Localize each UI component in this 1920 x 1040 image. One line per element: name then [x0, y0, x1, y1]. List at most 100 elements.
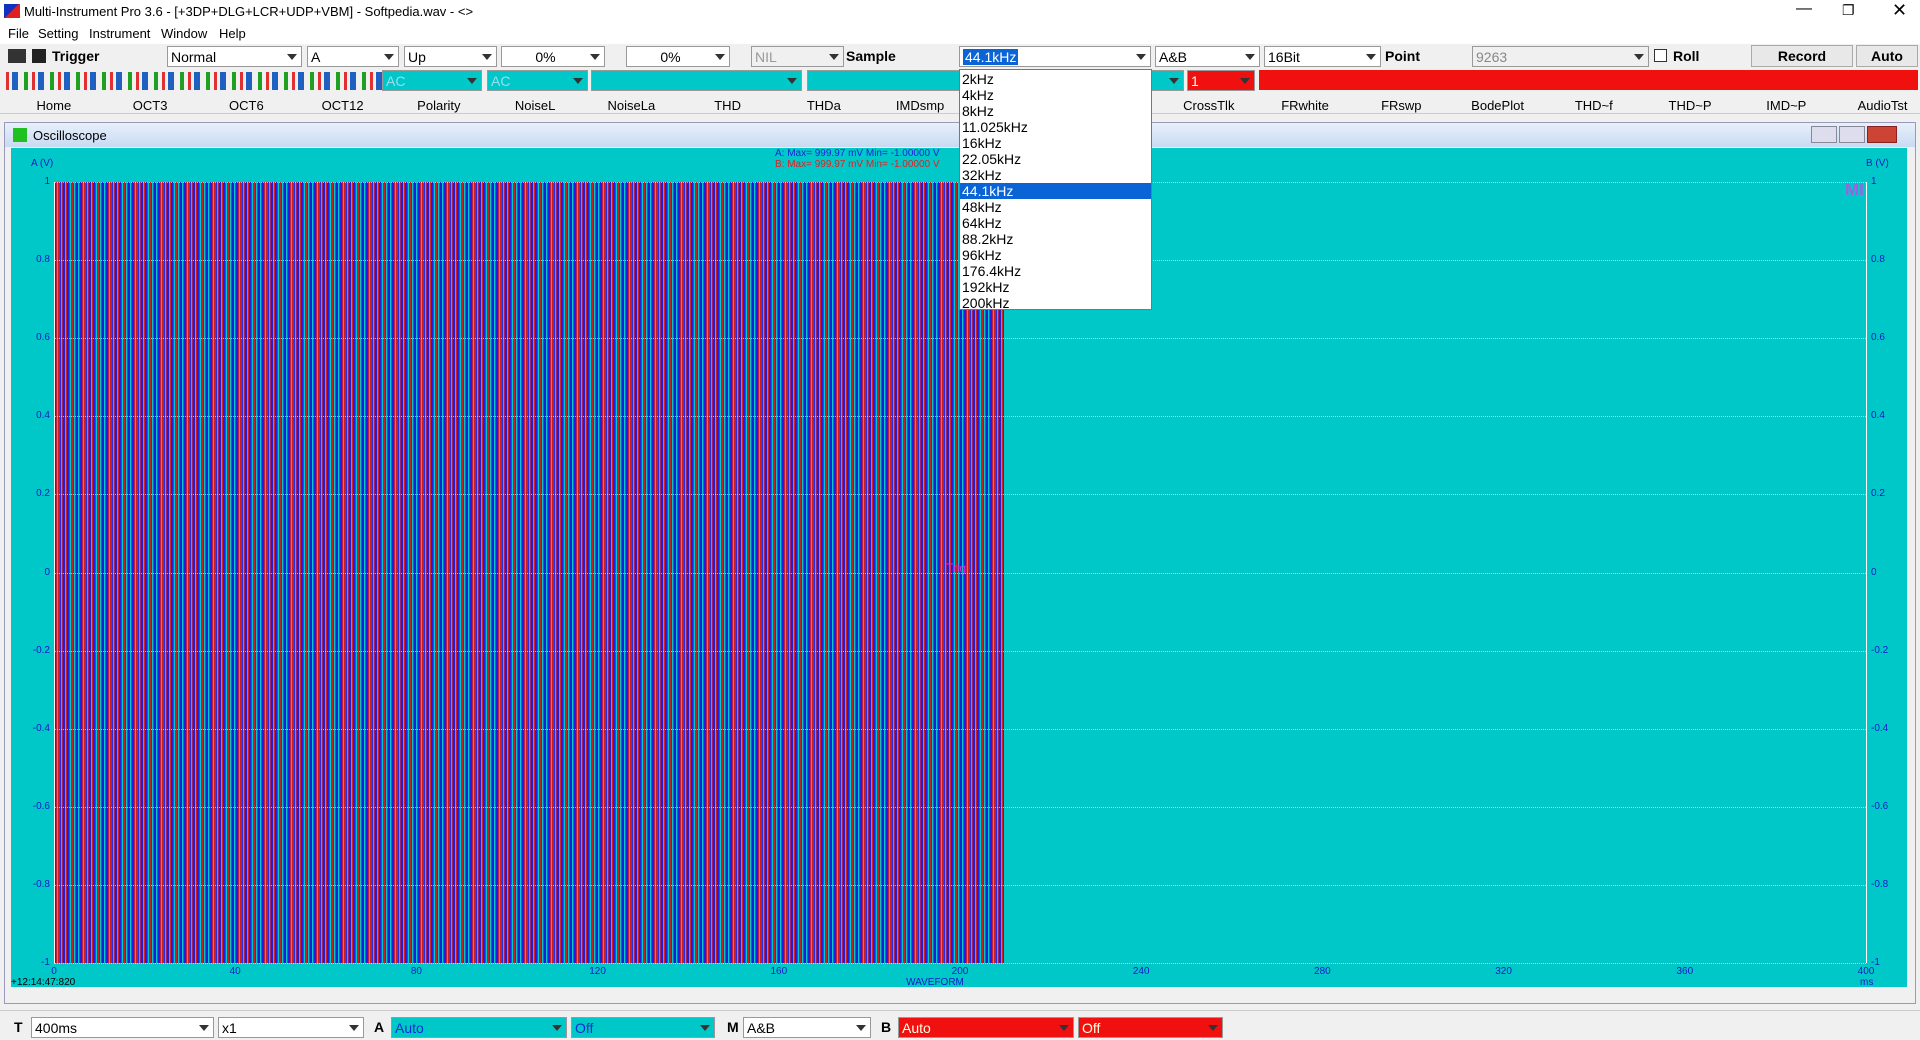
tab[interactable]: THDa: [806, 98, 841, 113]
osc-title: Oscilloscope: [33, 128, 107, 143]
y-tick-label-right: -0.6: [1871, 800, 1889, 812]
y-tick-label: 0.8: [36, 254, 50, 266]
tab[interactable]: FRwhite: [1281, 98, 1329, 113]
record-button[interactable]: Record: [1751, 45, 1853, 67]
trigger-edge[interactable]: Up: [404, 46, 497, 67]
tab[interactable]: IMD~P: [1766, 98, 1807, 113]
tab[interactable]: OCT3: [132, 98, 168, 113]
timebase-label: T: [14, 1019, 23, 1035]
tabs: Home OCT3 OCT6 OCT12 Polarity NoiseL NoiseLa TH…: [9, 98, 1920, 113]
dropdown-option[interactable]: 176.4kHz: [962, 263, 1022, 279]
dropdown-option[interactable]: 32kHz: [962, 167, 1002, 183]
teal-select[interactable]: [591, 70, 802, 91]
osc-close[interactable]: [1867, 126, 1897, 143]
dropdown-option[interactable]: 96kHz: [962, 247, 1002, 263]
tab[interactable]: NoiseLa: [607, 98, 656, 113]
y-tick-label: -1: [41, 957, 50, 968]
nil-select[interactable]: NIL: [751, 46, 844, 67]
channel-mode[interactable]: A&B: [1155, 46, 1260, 67]
save-icon[interactable]: [32, 49, 46, 63]
tab[interactable]: AudioTst: [1857, 98, 1908, 113]
y-tick-label-right: 0: [1871, 566, 1877, 578]
zoom[interactable]: x1: [218, 1017, 364, 1038]
dropdown-option[interactable]: 4kHz: [962, 87, 994, 103]
dropdown-option[interactable]: 192kHz: [962, 279, 1010, 295]
close[interactable]: ✕: [1892, 0, 1908, 20]
y-axis-label-a: A (V): [31, 158, 54, 169]
y-tick-label: -0.2: [32, 644, 50, 656]
grid-line: [54, 416, 1866, 418]
menu-item[interactable]: Window: [161, 26, 208, 41]
osc-maximize[interactable]: [1839, 126, 1865, 143]
menu-item[interactable]: File: [8, 26, 29, 41]
sample-rate-dropdown: 2kHz 4kHz 8kHz 11.025kHz 16kHz 22.05kHz 32kHz 4…: [959, 69, 1152, 311]
tab[interactable]: THD~P: [1668, 98, 1712, 113]
point-label: Point: [1385, 48, 1420, 64]
tab[interactable]: THD~f: [1574, 98, 1613, 113]
trigger-level[interactable]: 0%: [501, 46, 605, 67]
dropdown-option[interactable]: 48kHz: [962, 199, 1002, 215]
dropdown-option[interactable]: 8kHz: [962, 103, 994, 119]
dropdown-option[interactable]: 2kHz: [962, 71, 994, 87]
dropdown-option[interactable]: 88.2kHz: [962, 231, 1014, 247]
bit-depth[interactable]: 16Bit: [1264, 46, 1381, 67]
x-tick-label: 0: [51, 966, 57, 977]
tab[interactable]: IMDsmp: [895, 98, 945, 113]
y-tick-label-right: -0.4: [1871, 722, 1889, 734]
x-tick-label: 280: [1314, 966, 1331, 977]
sample-rate[interactable]: 44.1kHz: [959, 46, 1151, 67]
a-off[interactable]: Off: [571, 1017, 715, 1038]
menu-item[interactable]: Setting: [38, 26, 79, 41]
restore[interactable]: ❐: [1842, 2, 1855, 18]
a-range[interactable]: Auto: [391, 1017, 567, 1038]
coupling-a[interactable]: AC: [382, 70, 482, 91]
tab[interactable]: NoiseL: [514, 98, 556, 113]
menu-item[interactable]: Help: [219, 26, 246, 41]
tab[interactable]: THD: [714, 98, 741, 113]
b-label: B: [881, 1019, 892, 1035]
b-off[interactable]: Off: [1078, 1017, 1223, 1038]
osc-icon: [13, 128, 27, 142]
tab[interactable]: Polarity: [417, 98, 461, 113]
trigger-mode[interactable]: Normal: [167, 46, 302, 67]
x-tick-label: 240: [1132, 966, 1150, 977]
dropdown-option[interactable]: 64kHz: [962, 215, 1002, 231]
trigger-channel[interactable]: A: [307, 46, 399, 67]
count-select[interactable]: 1: [1187, 70, 1255, 91]
timebase[interactable]: 400ms: [31, 1017, 214, 1038]
a-label: A: [374, 1019, 385, 1035]
tab[interactable]: Home: [36, 98, 72, 113]
tab[interactable]: BodePlot: [1471, 98, 1524, 113]
auto-button[interactable]: Auto: [1856, 45, 1918, 67]
dropdown-option[interactable]: 11.025kHz: [962, 119, 1028, 135]
minimize[interactable]: —: [1796, 0, 1812, 17]
tab[interactable]: OCT12: [321, 98, 364, 113]
dropdown-option[interactable]: 22.05kHz: [962, 151, 1022, 167]
x-tick-label: 160: [770, 966, 788, 977]
tab[interactable]: FRswp: [1381, 98, 1422, 113]
m-mode[interactable]: A&B: [743, 1017, 871, 1038]
timestamp: +12:14:47:820: [11, 977, 76, 988]
x-tick-label: 80: [410, 966, 422, 977]
b-range[interactable]: Auto: [898, 1017, 1074, 1038]
y-tick-label-right: 0.2: [1871, 488, 1885, 500]
coupling-b[interactable]: AC: [487, 70, 588, 91]
points[interactable]: 9263: [1472, 46, 1649, 67]
tab[interactable]: CrossTlk: [1183, 98, 1235, 113]
osc-minimize[interactable]: [1811, 126, 1837, 143]
y-tick-label-right: 0.6: [1871, 332, 1885, 344]
tab[interactable]: OCT6: [229, 98, 264, 113]
grid-line: [54, 494, 1866, 496]
dropdown-option[interactable]: 16kHz: [962, 135, 1002, 151]
stats-b: B: Max= 999.97 mV Min= -1.00000 V: [775, 159, 940, 170]
dropdown-option[interactable]: 44.1kHz: [960, 183, 1151, 199]
level-meter: [1259, 70, 1918, 90]
trigger-delay[interactable]: 0%: [626, 46, 730, 67]
roll-checkbox[interactable]: [1654, 49, 1667, 62]
tool-icons[interactable]: [6, 72, 406, 90]
dropdown-option[interactable]: 200kHz: [962, 295, 1010, 311]
menu-item[interactable]: Instrument: [89, 26, 151, 41]
open-icon[interactable]: [8, 49, 26, 63]
grid-line: [54, 806, 1866, 808]
